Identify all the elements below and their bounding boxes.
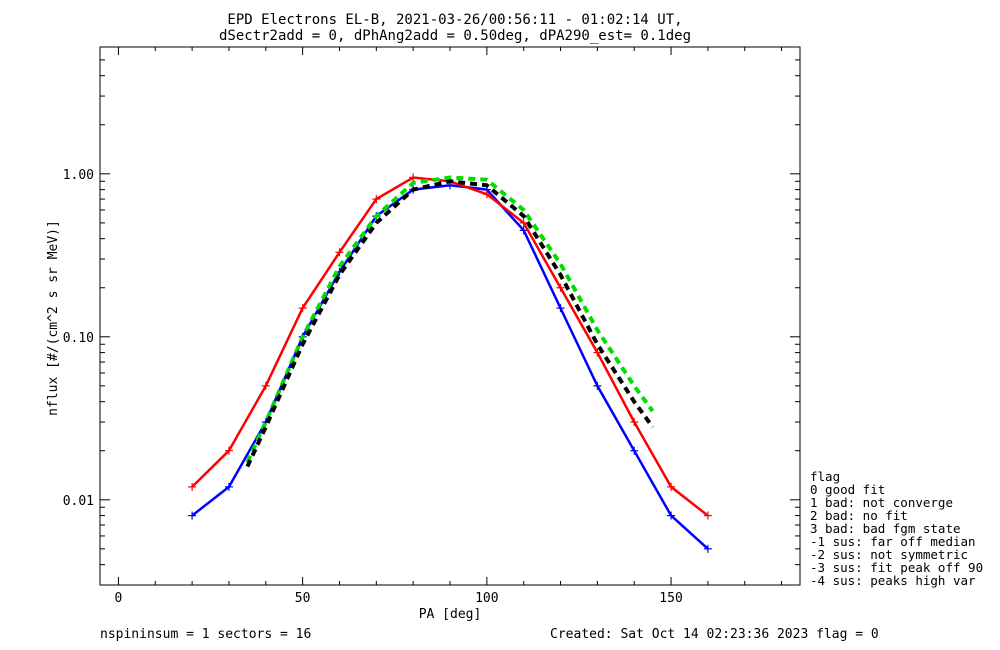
y-axis-label: nflux [#/(cm^2 s sr MeV)] — [46, 220, 61, 416]
x-axis-label: PA [deg] — [419, 607, 482, 622]
data-point-marker — [556, 283, 565, 292]
data-point-marker — [188, 511, 197, 520]
data-point-marker — [667, 482, 676, 491]
x-tick-label: 150 — [659, 591, 682, 606]
series-line-2 — [245, 175, 655, 464]
legend-item: -4 sus: peaks high var — [810, 573, 976, 588]
plot-axes: 0 50 100 150 1.00 0.10 0.01 — [63, 46, 801, 606]
data-point-marker — [188, 482, 197, 491]
y-tick-label: 0.01 — [63, 494, 94, 509]
legend-item: -3 sus: fit peak off 90 — [810, 560, 983, 575]
legend-item: 0 good fit — [810, 482, 885, 497]
chart-subtitle: dSectr2add = 0, dPhAng2add = 0.50deg, dP… — [219, 28, 691, 44]
data-point-marker — [482, 190, 491, 199]
data-point-marker — [593, 348, 602, 357]
legend: flag 0 good fit 1 bad: not converge 2 ba… — [810, 469, 983, 588]
data-point-marker — [409, 173, 418, 182]
data-point-marker — [224, 482, 233, 491]
data-point-marker — [703, 544, 712, 553]
data-point-marker — [630, 446, 639, 455]
legend-item: 1 bad: not converge — [810, 495, 953, 510]
legend-item: -1 sus: far off median — [810, 534, 976, 549]
data-point-marker — [261, 381, 270, 390]
legend-item: 2 bad: no fit — [810, 508, 908, 523]
footer-left: nspininsum = 1 sectors = 16 — [100, 627, 311, 642]
legend-item: -2 sus: not symmetric — [810, 547, 968, 562]
x-tick-label: 0 — [115, 591, 123, 606]
y-tick-label: 1.00 — [63, 168, 94, 183]
data-point-marker — [224, 446, 233, 455]
legend-title: flag — [810, 469, 840, 484]
data-point-marker — [556, 304, 565, 313]
x-tick-label: 50 — [295, 591, 311, 606]
data-point-marker — [372, 195, 381, 204]
data-point-marker — [335, 248, 344, 257]
data-point-marker — [667, 511, 676, 520]
y-tick-label: 0.10 — [63, 331, 94, 346]
data-point-marker — [593, 381, 602, 390]
x-tick-label: 100 — [475, 591, 498, 606]
footer-right: Created: Sat Oct 14 02:23:36 2023 flag =… — [550, 627, 879, 642]
data-point-marker — [703, 511, 712, 520]
data-point-marker — [630, 418, 639, 427]
data-point-marker — [519, 226, 528, 235]
series-line-3 — [245, 179, 655, 468]
data-point-marker — [298, 304, 307, 313]
chart-title: EPD Electrons EL-B, 2021-03-26/00:56:11 … — [227, 12, 682, 28]
legend-item: 3 bad: bad fgm state — [810, 521, 961, 536]
data-curves — [188, 173, 712, 553]
